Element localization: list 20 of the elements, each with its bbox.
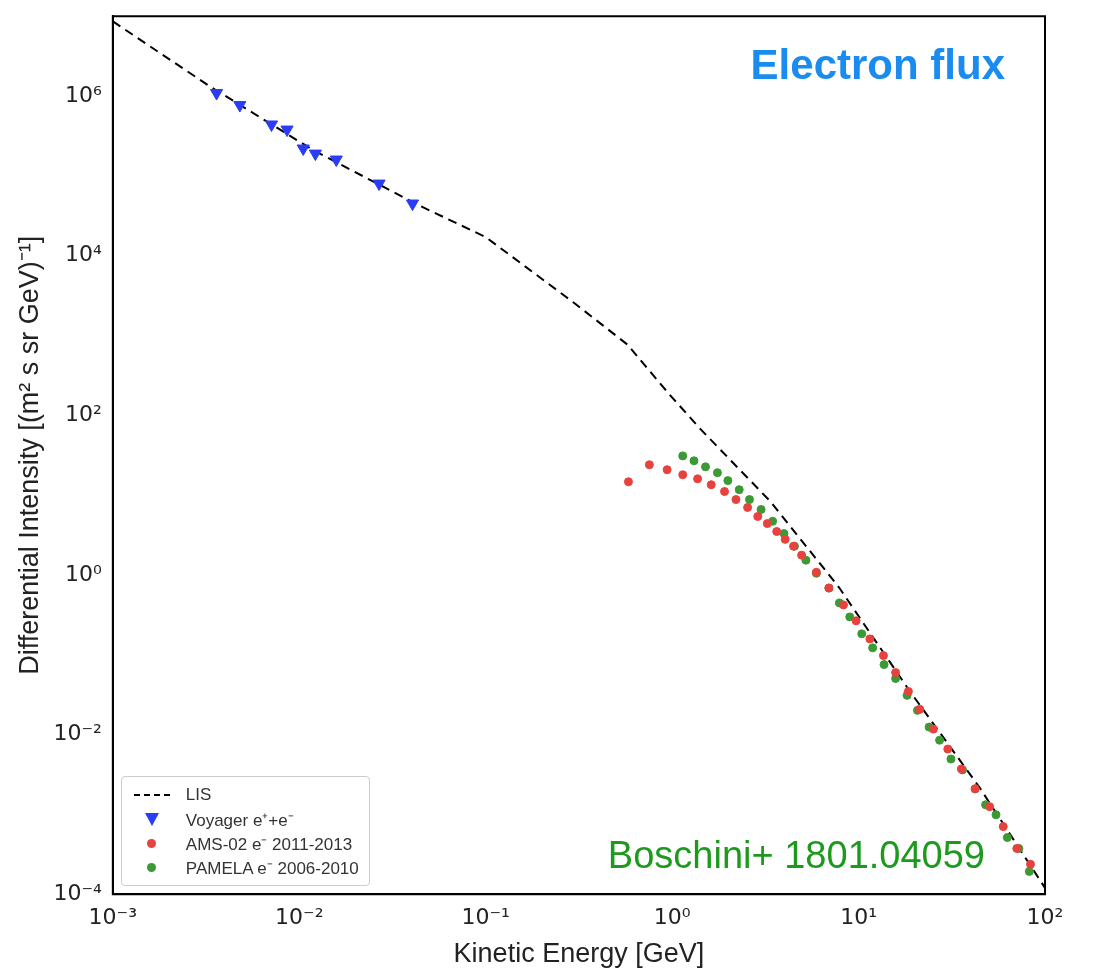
legend-label: AMS-02 e⁻ 2011-2013 [185, 833, 353, 855]
y-tick-label: 10⁶ [65, 81, 102, 107]
x-tick-label: 10⁻² [275, 904, 324, 930]
y-tick-label: 10² [65, 401, 102, 427]
legend-label: Voyager e⁺+e⁻ [185, 809, 294, 831]
x-tick-label: 10⁻³ [88, 904, 138, 930]
annotation: Electron flux [750, 40, 1006, 88]
x-tick-label: 10⁰ [653, 904, 691, 930]
y-tick-label: 10⁰ [65, 560, 102, 586]
y-tick-label: 10⁴ [65, 241, 102, 267]
legend-label: PAMELA e⁻ 2006-2010 [185, 857, 359, 879]
x-tick-label: 10⁻¹ [461, 904, 510, 930]
x-tick-label: 10¹ [840, 904, 877, 930]
legend-label: LIS [185, 785, 212, 806]
y-axis-title: Differential Intensity [(m² s sr GeV)⁻¹] [13, 235, 44, 675]
x-tick-label: 10² [1026, 904, 1064, 930]
x-axis-title: Kinetic Energy [GeV] [453, 938, 705, 969]
annotation: Boschini+ 1801.04059 [607, 833, 985, 876]
y-tick-label: 10⁻² [53, 720, 102, 746]
y-tick-label: 10⁻⁴ [53, 879, 102, 905]
